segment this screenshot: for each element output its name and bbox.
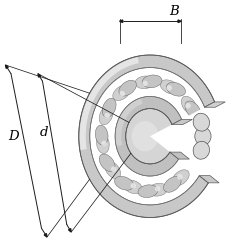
Ellipse shape bbox=[164, 176, 181, 192]
Ellipse shape bbox=[111, 166, 116, 172]
Ellipse shape bbox=[193, 141, 210, 159]
Polygon shape bbox=[204, 102, 225, 107]
Ellipse shape bbox=[142, 81, 148, 86]
Ellipse shape bbox=[99, 154, 115, 172]
Text: B: B bbox=[169, 5, 178, 18]
Ellipse shape bbox=[104, 113, 110, 118]
Text: d: d bbox=[40, 126, 48, 139]
Polygon shape bbox=[115, 96, 183, 176]
Ellipse shape bbox=[138, 185, 158, 198]
Ellipse shape bbox=[166, 85, 172, 91]
Ellipse shape bbox=[105, 161, 120, 179]
Ellipse shape bbox=[177, 174, 182, 180]
Polygon shape bbox=[38, 74, 41, 77]
Ellipse shape bbox=[135, 76, 155, 89]
Polygon shape bbox=[116, 98, 142, 146]
Polygon shape bbox=[199, 176, 219, 183]
Ellipse shape bbox=[126, 108, 174, 164]
Polygon shape bbox=[80, 57, 139, 150]
Ellipse shape bbox=[193, 113, 210, 131]
Ellipse shape bbox=[130, 183, 136, 188]
Ellipse shape bbox=[119, 80, 136, 96]
Ellipse shape bbox=[148, 183, 168, 196]
Ellipse shape bbox=[114, 176, 134, 190]
Ellipse shape bbox=[99, 106, 113, 125]
Ellipse shape bbox=[181, 96, 197, 114]
Polygon shape bbox=[79, 55, 214, 218]
Polygon shape bbox=[150, 100, 225, 185]
Ellipse shape bbox=[195, 127, 211, 145]
Ellipse shape bbox=[113, 85, 130, 100]
Polygon shape bbox=[178, 20, 181, 22]
Polygon shape bbox=[172, 120, 193, 124]
Ellipse shape bbox=[142, 75, 162, 88]
Ellipse shape bbox=[185, 101, 201, 118]
Ellipse shape bbox=[102, 98, 116, 117]
Ellipse shape bbox=[172, 170, 189, 186]
Ellipse shape bbox=[123, 180, 142, 194]
Ellipse shape bbox=[95, 125, 108, 145]
Ellipse shape bbox=[120, 91, 125, 96]
Polygon shape bbox=[120, 20, 123, 22]
Polygon shape bbox=[44, 234, 47, 237]
Ellipse shape bbox=[160, 80, 179, 94]
Polygon shape bbox=[6, 65, 8, 68]
Polygon shape bbox=[68, 228, 71, 232]
Ellipse shape bbox=[101, 141, 107, 146]
Ellipse shape bbox=[166, 82, 186, 96]
Polygon shape bbox=[170, 152, 189, 159]
Ellipse shape bbox=[155, 186, 160, 192]
Ellipse shape bbox=[132, 121, 158, 152]
Text: D: D bbox=[8, 130, 19, 143]
Ellipse shape bbox=[185, 103, 191, 108]
Ellipse shape bbox=[96, 134, 109, 154]
